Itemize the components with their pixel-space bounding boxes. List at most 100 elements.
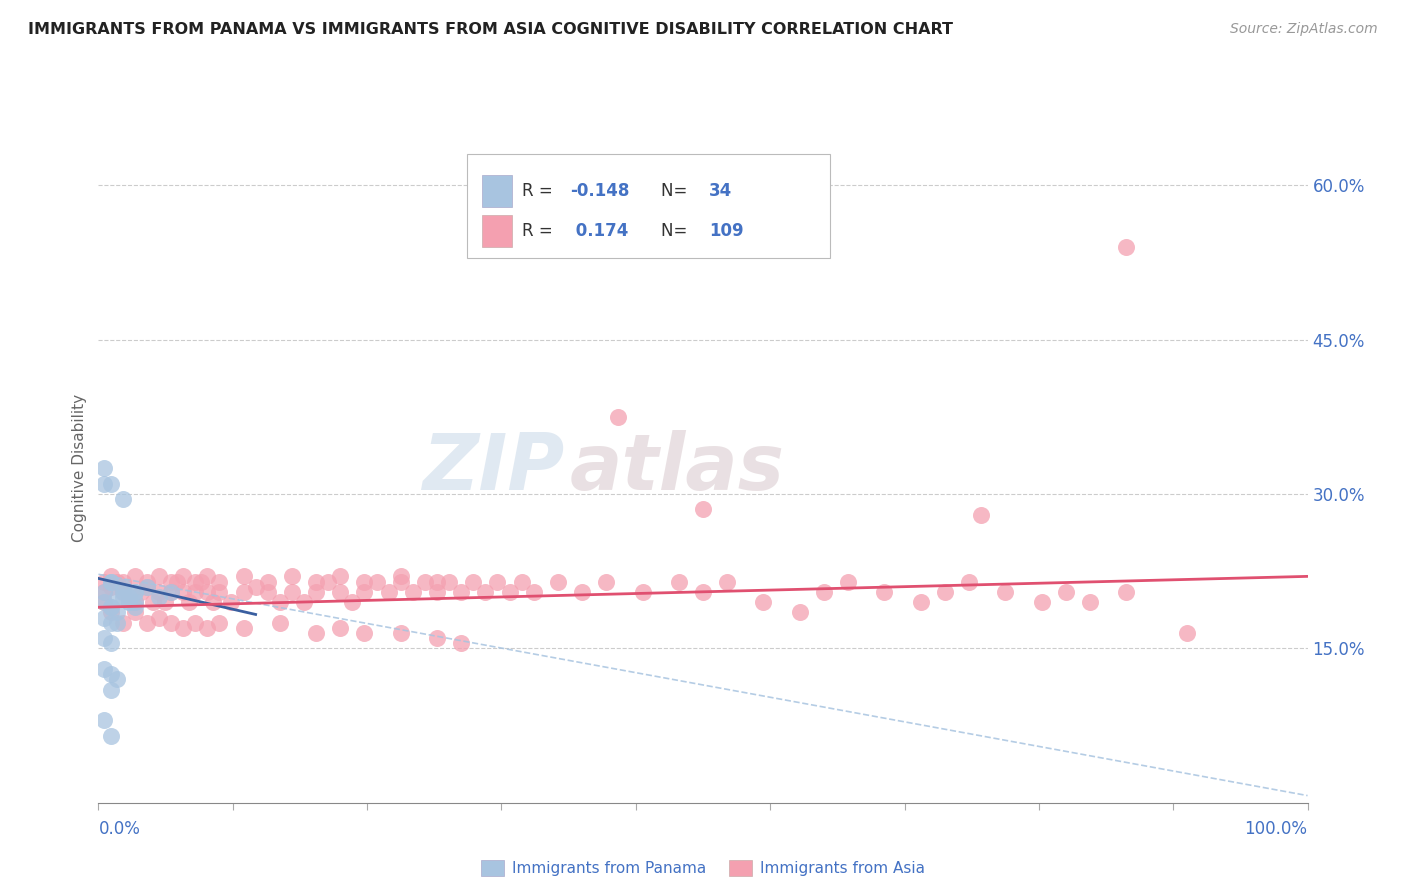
Point: [910, 595, 932, 609]
Point: [105, 615, 128, 630]
Point: [486, 574, 509, 589]
Point: [179, 595, 201, 609]
Point: [124, 595, 146, 609]
Point: [353, 626, 375, 640]
Point: [135, 580, 157, 594]
Point: [269, 595, 291, 609]
Point: [93, 574, 115, 589]
Point: [607, 409, 630, 424]
Point: [245, 580, 267, 594]
Point: [474, 584, 496, 599]
Point: [124, 584, 146, 599]
Point: [124, 595, 146, 609]
Point: [100, 615, 122, 630]
Point: [100, 729, 122, 743]
Point: [105, 673, 128, 687]
Point: [172, 569, 194, 583]
Point: [160, 584, 183, 599]
Point: [450, 636, 472, 650]
Point: [93, 461, 115, 475]
Point: [353, 584, 375, 599]
Point: [135, 574, 157, 589]
Point: [118, 595, 141, 609]
Point: [184, 615, 207, 630]
Point: [111, 590, 134, 604]
Point: [93, 595, 115, 609]
Point: [100, 569, 122, 583]
Point: [631, 584, 654, 599]
Point: [232, 621, 254, 635]
Point: [93, 476, 115, 491]
FancyBboxPatch shape: [482, 175, 512, 207]
Point: [595, 574, 617, 589]
Point: [148, 569, 170, 583]
Point: [426, 631, 449, 645]
Point: [100, 667, 122, 681]
Point: [160, 584, 183, 599]
Point: [111, 615, 134, 630]
Point: [100, 636, 122, 650]
Point: [195, 621, 218, 635]
Point: [184, 574, 207, 589]
Point: [281, 569, 304, 583]
Point: [389, 574, 412, 589]
Point: [105, 590, 128, 604]
Point: [329, 621, 352, 635]
Text: R =: R =: [522, 182, 558, 200]
Legend: Immigrants from Panama, Immigrants from Asia: Immigrants from Panama, Immigrants from …: [475, 854, 931, 882]
Point: [160, 615, 183, 630]
Point: [105, 574, 128, 589]
Point: [148, 584, 170, 599]
Point: [305, 626, 328, 640]
Point: [377, 584, 399, 599]
Point: [547, 574, 569, 589]
Point: [111, 584, 134, 599]
Point: [232, 584, 254, 599]
Point: [256, 574, 278, 589]
Point: [105, 606, 128, 620]
Point: [1115, 584, 1137, 599]
Point: [752, 595, 775, 609]
Point: [873, 584, 896, 599]
Point: [366, 574, 388, 589]
Point: [184, 584, 207, 599]
Point: [1175, 626, 1198, 640]
Point: [111, 580, 134, 594]
Text: 100.0%: 100.0%: [1244, 820, 1308, 838]
Point: [450, 584, 472, 599]
Text: Source: ZipAtlas.com: Source: ZipAtlas.com: [1230, 22, 1378, 37]
Point: [305, 574, 328, 589]
Point: [316, 574, 339, 589]
Text: N=: N=: [661, 182, 692, 200]
Point: [813, 584, 835, 599]
Point: [118, 595, 141, 609]
FancyBboxPatch shape: [467, 154, 830, 258]
Point: [124, 569, 146, 583]
Point: [342, 595, 364, 609]
Point: [353, 574, 375, 589]
Point: [668, 574, 690, 589]
Point: [100, 600, 122, 615]
Y-axis label: Cognitive Disability: Cognitive Disability: [72, 394, 87, 542]
Point: [934, 584, 956, 599]
Point: [172, 621, 194, 635]
Point: [281, 584, 304, 599]
Text: 0.174: 0.174: [569, 222, 628, 240]
Point: [208, 574, 231, 589]
Point: [93, 662, 115, 676]
Point: [305, 584, 328, 599]
Point: [100, 574, 122, 589]
Point: [789, 606, 811, 620]
Point: [970, 508, 993, 522]
Text: -0.148: -0.148: [569, 182, 630, 200]
Point: [221, 595, 243, 609]
Point: [190, 574, 212, 589]
Point: [93, 714, 115, 728]
Point: [389, 626, 412, 640]
Point: [93, 584, 115, 599]
Point: [256, 584, 278, 599]
Point: [148, 590, 170, 604]
Point: [111, 584, 134, 599]
Point: [292, 595, 315, 609]
Point: [135, 580, 157, 594]
